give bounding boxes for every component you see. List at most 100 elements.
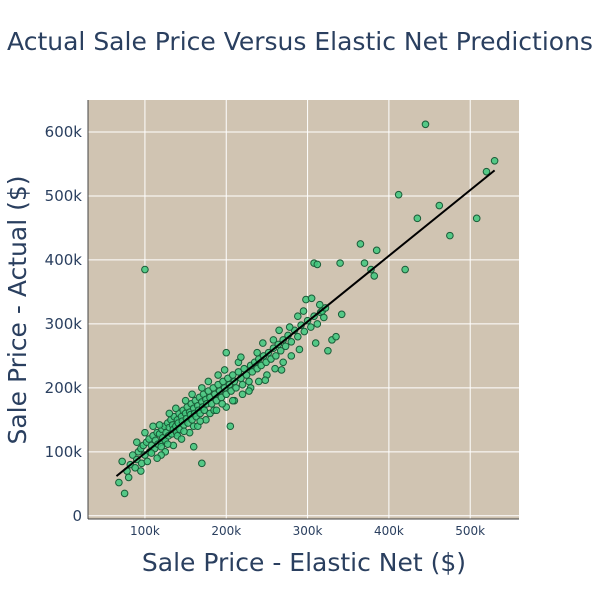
- data-point: [218, 400, 226, 408]
- data-point: [149, 422, 157, 431]
- data-point: [337, 310, 346, 319]
- data-point: [299, 307, 308, 315]
- data-point: [435, 201, 444, 210]
- data-point: [226, 422, 235, 431]
- y-axis-title: Sale Price - Actual ($): [3, 175, 32, 444]
- data-point: [204, 377, 213, 386]
- data-point: [115, 478, 123, 487]
- data-point: [214, 371, 222, 379]
- data-point: [324, 346, 332, 355]
- data-point: [276, 346, 285, 355]
- data-point: [163, 440, 172, 448]
- data-point: [222, 348, 231, 357]
- data-point: [118, 457, 126, 466]
- y-tick-label: 0: [72, 507, 82, 525]
- data-point: [271, 364, 279, 373]
- data-point: [261, 376, 270, 384]
- data-point: [394, 190, 403, 199]
- data-point: [153, 454, 161, 463]
- x-tick-label: 300k: [293, 524, 323, 538]
- data-point: [360, 259, 369, 267]
- data-point: [279, 358, 287, 367]
- data-point: [124, 473, 133, 482]
- data-point: [336, 259, 344, 267]
- data-point: [254, 377, 263, 386]
- x-tick-label: 400k: [374, 524, 404, 538]
- data-point: [272, 352, 280, 360]
- data-point: [180, 427, 188, 436]
- data-point: [269, 336, 278, 344]
- y-tick-label: 600k: [45, 123, 83, 141]
- data-point: [196, 417, 205, 425]
- data-point: [332, 332, 340, 341]
- data-point: [212, 406, 221, 415]
- data-point: [132, 438, 141, 447]
- y-tick-label: 400k: [45, 251, 83, 269]
- x-axis-title: Sale Price - Elastic Net ($): [142, 548, 466, 577]
- data-point: [220, 366, 229, 374]
- data-point: [245, 387, 253, 395]
- data-point: [245, 377, 253, 386]
- data-point: [294, 332, 302, 341]
- data-point: [232, 384, 240, 392]
- data-point: [300, 327, 309, 336]
- data-point: [157, 442, 165, 451]
- y-tick-label: 500k: [45, 187, 83, 205]
- data-point: [315, 300, 324, 309]
- data-point: [370, 272, 379, 280]
- data-point: [259, 339, 267, 347]
- data-point: [356, 240, 365, 248]
- data-point: [141, 428, 149, 437]
- data-point: [320, 313, 328, 322]
- data-point: [482, 167, 491, 176]
- data-point: [295, 345, 304, 354]
- data-point: [285, 323, 294, 331]
- data-point: [313, 260, 322, 269]
- data-point: [275, 326, 283, 335]
- data-point: [198, 459, 206, 468]
- data-point: [401, 265, 409, 274]
- data-point: [131, 464, 139, 472]
- data-point: [421, 120, 430, 129]
- data-point: [137, 467, 145, 475]
- data-point: [147, 449, 156, 457]
- data-point: [177, 435, 186, 443]
- data-point: [372, 246, 381, 255]
- data-point: [413, 214, 422, 223]
- fit-line: [115, 169, 496, 477]
- data-point: [294, 312, 302, 321]
- y-tick-label: 300k: [45, 315, 83, 333]
- x-tick-label: 200k: [211, 524, 241, 538]
- data-point: [472, 214, 481, 223]
- y-tick-label: 100k: [45, 443, 83, 461]
- data-point: [238, 380, 247, 389]
- plot-area: 100k 200k 300k 400k 500k 0 100k 200k 300k 400k 500…: [45, 100, 519, 538]
- data-point: [311, 339, 320, 347]
- data-point: [253, 348, 261, 357]
- data-point: [181, 396, 190, 405]
- data-point: [234, 368, 243, 376]
- data-point: [141, 265, 149, 274]
- data-point: [188, 390, 196, 399]
- x-tick-label: 100k: [130, 524, 160, 538]
- data-point: [313, 320, 322, 328]
- data-point: [143, 457, 152, 466]
- data-point: [237, 353, 245, 361]
- data-point: [307, 294, 316, 303]
- data-point: [165, 409, 174, 418]
- data-point: [120, 489, 129, 498]
- data-point: [238, 390, 247, 399]
- y-tick-label: 200k: [45, 379, 83, 397]
- data-point: [287, 338, 296, 346]
- data-point: [172, 404, 180, 413]
- data-point: [189, 442, 198, 451]
- data-point: [198, 384, 206, 392]
- x-tick-label: 500k: [455, 524, 485, 538]
- data-point: [277, 366, 286, 374]
- data-point: [281, 342, 290, 351]
- data-point: [490, 156, 499, 165]
- data-point: [228, 396, 237, 405]
- data-point: [307, 323, 315, 331]
